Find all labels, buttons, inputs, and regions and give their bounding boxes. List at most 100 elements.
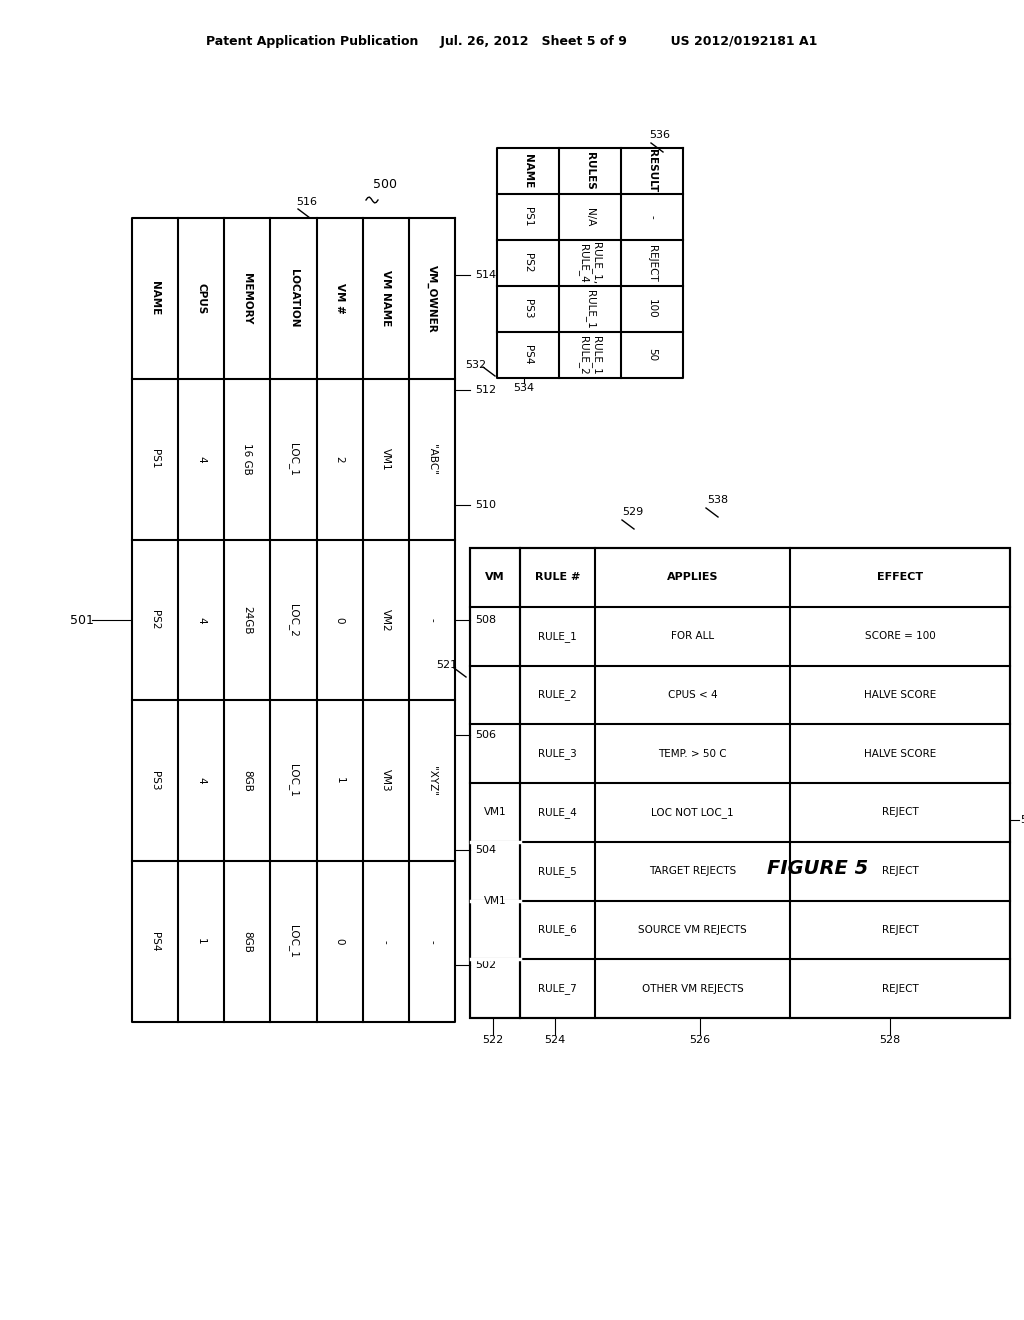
Text: 529: 529 <box>623 507 644 517</box>
Text: VM2: VM2 <box>381 609 391 631</box>
Text: 1: 1 <box>197 939 206 945</box>
Text: LOC NOT LOC_1: LOC NOT LOC_1 <box>651 807 734 818</box>
Text: NAME: NAME <box>523 154 534 189</box>
Text: "XYZ": "XYZ" <box>427 766 437 796</box>
Text: 1: 1 <box>335 777 345 784</box>
Text: HALVE SCORE: HALVE SCORE <box>864 748 936 759</box>
Text: -: - <box>381 940 391 944</box>
Text: RULE_1: RULE_1 <box>539 631 577 642</box>
Text: 512: 512 <box>475 385 496 395</box>
Text: PS3: PS3 <box>523 300 534 318</box>
Text: NAME: NAME <box>151 281 160 315</box>
Text: CPUS < 4: CPUS < 4 <box>668 690 718 700</box>
Text: LOC_1: LOC_1 <box>288 925 299 958</box>
Text: 534: 534 <box>513 383 535 393</box>
Text: PS2: PS2 <box>151 610 160 630</box>
Text: 0: 0 <box>335 616 345 623</box>
Text: LOC_1: LOC_1 <box>288 442 299 475</box>
Text: 4: 4 <box>197 455 206 462</box>
Text: RULE_1
RULE_2: RULE_1 RULE_2 <box>579 335 602 375</box>
Text: 8GB: 8GB <box>243 770 252 792</box>
Text: 8GB: 8GB <box>243 931 252 953</box>
Text: VM: VM <box>485 573 505 582</box>
Text: VM1: VM1 <box>483 808 506 817</box>
Text: RULE_3: RULE_3 <box>539 748 577 759</box>
Text: 522: 522 <box>482 1035 504 1045</box>
Text: RULE_6: RULE_6 <box>539 924 577 936</box>
Text: 50: 50 <box>647 348 657 362</box>
Text: 526: 526 <box>689 1035 711 1045</box>
Text: LOC_1: LOC_1 <box>288 764 299 797</box>
Text: RULE_2: RULE_2 <box>539 689 577 701</box>
Text: 0: 0 <box>335 939 345 945</box>
Text: RESULT: RESULT <box>647 149 657 193</box>
Text: 536: 536 <box>649 129 671 140</box>
Text: -: - <box>427 940 437 944</box>
Text: PS4: PS4 <box>523 346 534 364</box>
Text: 501: 501 <box>70 614 94 627</box>
Text: 502: 502 <box>475 960 496 970</box>
Text: LOC_2: LOC_2 <box>288 603 299 636</box>
Text: 100: 100 <box>647 300 657 319</box>
Text: PS4: PS4 <box>151 932 160 952</box>
Text: 528: 528 <box>880 1035 901 1045</box>
Text: REJECT: REJECT <box>882 808 919 817</box>
Text: REJECT: REJECT <box>882 866 919 876</box>
Text: RULE_1,
RULE_4: RULE_1, RULE_4 <box>579 242 602 284</box>
Text: 516: 516 <box>297 197 317 207</box>
Text: FOR ALL: FOR ALL <box>671 631 714 642</box>
Text: 531: 531 <box>1020 814 1024 825</box>
Text: REJECT: REJECT <box>882 925 919 935</box>
Text: FIGURE 5: FIGURE 5 <box>767 858 868 878</box>
Text: PS3: PS3 <box>151 771 160 791</box>
Text: VM1: VM1 <box>381 447 391 470</box>
Text: VM NAME: VM NAME <box>381 271 391 326</box>
Text: Patent Application Publication     Jul. 26, 2012   Sheet 5 of 9          US 2012: Patent Application Publication Jul. 26, … <box>206 36 818 49</box>
Text: 532: 532 <box>466 360 486 370</box>
Text: APPLIES: APPLIES <box>667 573 718 582</box>
Text: 514: 514 <box>475 271 496 280</box>
Text: VM3: VM3 <box>381 770 391 792</box>
Text: RULE_1: RULE_1 <box>585 289 595 329</box>
Text: "ABC": "ABC" <box>427 444 437 475</box>
Text: 506: 506 <box>475 730 496 739</box>
Text: 4: 4 <box>197 616 206 623</box>
Text: 500: 500 <box>373 178 397 191</box>
Text: MEMORY: MEMORY <box>243 273 252 325</box>
Text: 504: 504 <box>475 845 496 855</box>
Text: RULE_5: RULE_5 <box>539 866 577 876</box>
Text: EFFECT: EFFECT <box>877 573 923 582</box>
Text: SCORE = 100: SCORE = 100 <box>864 631 935 642</box>
Text: -: - <box>647 215 657 219</box>
Text: REJECT: REJECT <box>647 244 657 281</box>
Text: LOCATION: LOCATION <box>289 269 299 327</box>
Text: 16 GB: 16 GB <box>243 444 252 475</box>
Text: N/A: N/A <box>585 207 595 226</box>
Text: TARGET REJECTS: TARGET REJECTS <box>649 866 736 876</box>
Text: 508: 508 <box>475 615 496 624</box>
Text: 2: 2 <box>335 455 345 462</box>
Text: PS1: PS1 <box>151 449 160 469</box>
Text: RULE #: RULE # <box>535 573 581 582</box>
Text: 538: 538 <box>708 495 728 506</box>
Bar <box>470 548 1010 1018</box>
Text: VM_OWNER: VM_OWNER <box>427 264 437 333</box>
Text: RULES: RULES <box>585 152 595 190</box>
Text: VM #: VM # <box>335 282 345 314</box>
Text: PS1: PS1 <box>523 207 534 227</box>
Text: HALVE SCORE: HALVE SCORE <box>864 690 936 700</box>
Text: VM1: VM1 <box>483 895 506 906</box>
Text: 4: 4 <box>197 777 206 784</box>
Text: RULE_7: RULE_7 <box>539 983 577 994</box>
Text: PS2: PS2 <box>523 253 534 273</box>
Text: SOURCE VM REJECTS: SOURCE VM REJECTS <box>638 925 746 935</box>
Text: OTHER VM REJECTS: OTHER VM REJECTS <box>642 983 743 994</box>
Text: -: - <box>427 618 437 622</box>
Text: RULE_4: RULE_4 <box>539 807 577 818</box>
Bar <box>470 548 1010 1018</box>
Text: REJECT: REJECT <box>882 983 919 994</box>
Text: 524: 524 <box>545 1035 565 1045</box>
Text: 521: 521 <box>436 660 458 671</box>
Text: CPUS: CPUS <box>197 282 206 314</box>
Text: TEMP. > 50 C: TEMP. > 50 C <box>658 748 727 759</box>
